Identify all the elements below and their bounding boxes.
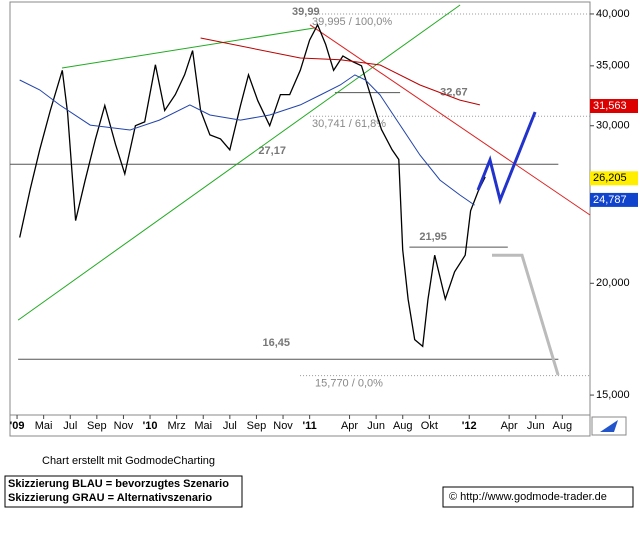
legend-gray: Skizzierung GRAU = Alternativszenario [8, 492, 212, 504]
credit: Chart erstellt mit GodmodeCharting [42, 455, 215, 467]
x-tick-label: Mai [194, 420, 212, 432]
x-tick-label: '11 [303, 420, 317, 432]
fib-label: 30,741 / 61,8% [312, 118, 386, 130]
x-tick-label: Apr [341, 420, 358, 432]
x-axis-band [9, 414, 591, 437]
x-tick-label: Mrz [167, 420, 185, 432]
x-tick-label: Mai [35, 420, 53, 432]
price-marker [590, 171, 638, 186]
scenario-line [476, 111, 537, 205]
x-tick-label: Jul [223, 420, 237, 432]
trendline [61, 27, 316, 69]
x-tick-label: Aug [553, 420, 573, 432]
x-tick-label: Jul [63, 420, 77, 432]
x-tick-label: Sep [247, 420, 267, 432]
price-marker [590, 192, 638, 207]
x-tick-label: Nov [114, 420, 134, 432]
price-marker-label: 31,563 [593, 100, 627, 112]
price-marker-label: 26,205 [593, 172, 627, 184]
level-label: 21,95 [419, 231, 447, 243]
copyright: © http://www.godmode-trader.de [449, 491, 607, 503]
x-tick-label: Jun [527, 420, 545, 432]
x-tick-label: '10 [143, 420, 158, 432]
level-label: 27,17 [258, 145, 286, 157]
price-marker-label: 24,787 [593, 194, 627, 206]
x-tick-label: Aug [393, 420, 413, 432]
level-label: 16,45 [262, 337, 290, 349]
y-tick-label: 20,000 [596, 277, 630, 289]
x-tick-label: Okt [421, 420, 438, 432]
nav-icon[interactable] [600, 420, 618, 432]
moving-average [19, 74, 475, 206]
x-tick-label: '12 [462, 420, 477, 432]
y-tick-label: 15,000 [596, 389, 630, 401]
plot-area [9, 1, 591, 416]
legend-blue: Skizzierung BLAU = bevorzugtes Szenario [8, 478, 229, 490]
x-tick-label: '09 [10, 420, 25, 432]
price-marker [590, 99, 638, 114]
level-label: 32,67 [440, 87, 468, 99]
price-line [19, 23, 486, 348]
copyright-box [442, 486, 634, 508]
scenario-line [492, 253, 560, 376]
trendline [17, 4, 461, 321]
x-tick-label: Sep [87, 420, 107, 432]
trendline [309, 24, 591, 216]
y-tick-label: 30,000 [596, 120, 630, 132]
y-tick-label: 40,000 [596, 8, 630, 20]
fib-label: 15,770 / 0,0% [315, 378, 383, 390]
x-tick-label: Apr [501, 420, 518, 432]
x-tick-label: Nov [273, 420, 293, 432]
x-tick-label: Jun [367, 420, 385, 432]
legend-box [4, 475, 243, 508]
level-label: 39,99 [292, 6, 320, 18]
fib-label: 39,995 / 100,0% [312, 16, 392, 28]
moving-average [200, 37, 481, 106]
y-tick-label: 35,000 [596, 60, 630, 72]
